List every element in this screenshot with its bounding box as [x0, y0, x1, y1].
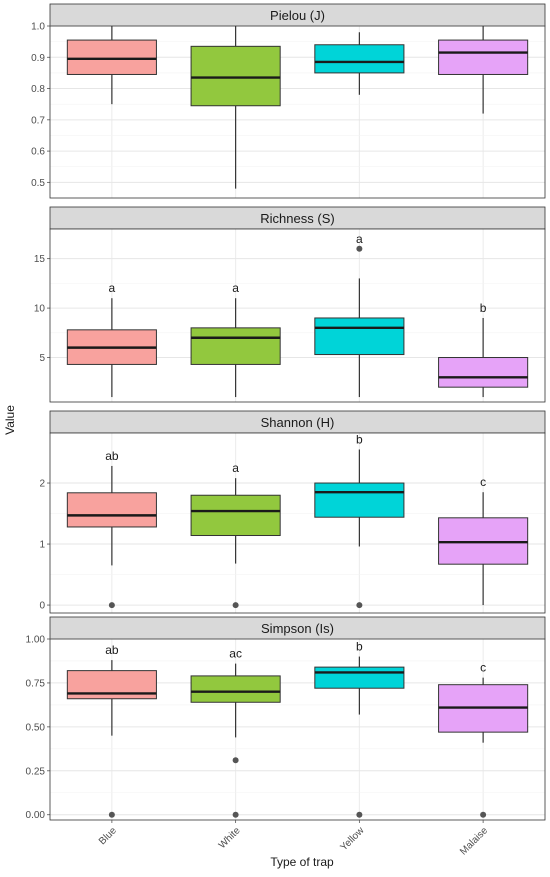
- panel-2: Richness (S) 5 10 15 a a a b: [34, 206, 546, 403]
- y-tick-label: 1.0: [31, 22, 45, 33]
- box-blue: [66, 26, 157, 105]
- y-tick-label: 2: [39, 479, 45, 490]
- box-iqr: [190, 327, 281, 365]
- significance-letter: ab: [105, 643, 119, 657]
- panel-border: [49, 25, 546, 199]
- panel-border: [49, 228, 546, 403]
- box-iqr: [190, 675, 281, 703]
- panel-title: Shannon (H): [261, 415, 335, 430]
- significance-letter: a: [356, 232, 363, 246]
- x-tick-label: Malaise: [458, 825, 490, 857]
- box-iqr: [314, 666, 405, 689]
- y-tick-label: 0.00: [26, 810, 46, 821]
- outlier-point: [356, 602, 363, 609]
- box-iqr: [190, 494, 281, 537]
- box-malaise: [438, 26, 529, 114]
- box-white: a: [190, 461, 281, 609]
- panel-border: [49, 638, 546, 821]
- x-axis-title: Type of trap: [270, 855, 334, 869]
- y-axis-title: Value: [3, 405, 17, 435]
- box-malaise: c: [438, 475, 529, 606]
- y-tick-label: 0.75: [26, 678, 46, 689]
- significance-letter: c: [480, 661, 486, 675]
- significance-letter: a: [232, 281, 239, 295]
- y-tick-label: 10: [34, 304, 46, 315]
- outlier-point: [480, 811, 487, 818]
- panel-title: Simpson (Is): [261, 621, 334, 636]
- panel-border: [49, 432, 546, 614]
- y-tick-label: 1.00: [26, 635, 46, 646]
- box-white: ac: [190, 647, 281, 818]
- box-iqr: [314, 317, 405, 356]
- y-tick-label: 15: [34, 254, 46, 265]
- y-tick-label: 0.8: [31, 84, 45, 95]
- box-iqr: [190, 45, 281, 107]
- box-malaise: b: [438, 301, 529, 398]
- x-tick-label: White: [217, 825, 243, 851]
- significance-letter: a: [109, 281, 116, 295]
- y-tick-label: 0.50: [26, 722, 46, 733]
- y-tick-label: 0: [39, 601, 45, 612]
- x-axis: Blue White Yellow Malaise: [97, 820, 490, 857]
- y-tick-label: 0.6: [31, 147, 45, 158]
- outlier-point: [356, 811, 363, 818]
- box-malaise: c: [438, 661, 529, 818]
- x-tick-label: Blue: [97, 825, 119, 847]
- box-iqr: [66, 492, 157, 528]
- significance-letter: c: [480, 475, 486, 489]
- outlier-point: [232, 757, 239, 764]
- box-white: [190, 26, 281, 189]
- panel-title: Richness (S): [260, 211, 334, 226]
- panels-group: Pielou (J) 0.5 0.6 0.7 0.8 0.9 1.0 Richness (S)…: [26, 3, 546, 821]
- box-yellow: a: [314, 232, 405, 398]
- box-white: a: [190, 281, 281, 398]
- y-tick-label: 0.7: [31, 115, 45, 126]
- outlier-point: [356, 245, 363, 252]
- box-iqr: [314, 44, 405, 74]
- y-tick-label: 0.25: [26, 766, 46, 777]
- outlier-point: [232, 602, 239, 609]
- panel-title: Pielou (J): [270, 8, 325, 23]
- y-tick-label: 0.5: [31, 178, 45, 189]
- panel-4: Simpson (Is) 0.00 0.25 0.50 0.75 1.00 ab ac b c: [26, 616, 546, 821]
- outlier-point: [108, 602, 115, 609]
- y-tick-label: 1: [39, 540, 45, 551]
- box-yellow: b: [314, 640, 405, 818]
- significance-letter: a: [232, 461, 239, 475]
- significance-letter: ac: [229, 647, 242, 661]
- box-blue: ab: [66, 643, 157, 818]
- box-blue: a: [66, 281, 157, 398]
- panel-1: Pielou (J) 0.5 0.6 0.7 0.8 0.9 1.0: [31, 3, 546, 199]
- box-iqr: [438, 357, 529, 388]
- box-iqr: [438, 517, 529, 565]
- significance-letter: ab: [105, 449, 119, 463]
- x-tick-label: Yellow: [338, 825, 367, 854]
- significance-letter: b: [480, 301, 487, 315]
- y-tick-label: 5: [39, 353, 45, 364]
- box-iqr: [314, 482, 405, 518]
- y-tick-label: 0.9: [31, 53, 45, 64]
- box-blue: ab: [66, 449, 157, 609]
- box-yellow: b: [314, 432, 405, 609]
- box-yellow: [314, 32, 405, 95]
- significance-letter: b: [356, 432, 363, 446]
- significance-letter: b: [356, 640, 363, 654]
- box-iqr: [438, 39, 529, 75]
- outlier-point: [232, 811, 239, 818]
- box-iqr: [66, 39, 157, 75]
- outlier-point: [108, 811, 115, 818]
